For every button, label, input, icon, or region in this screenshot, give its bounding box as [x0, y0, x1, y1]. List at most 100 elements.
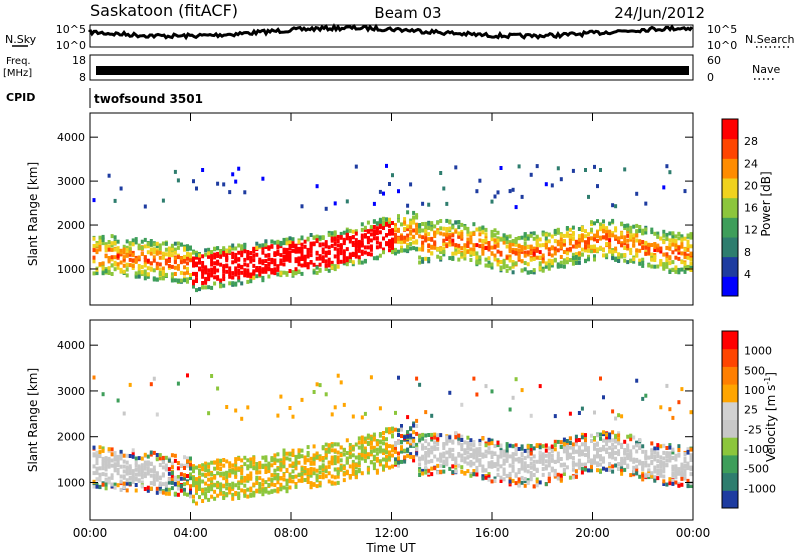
scatter-cell — [388, 242, 391, 247]
scatter-cell — [641, 444, 645, 449]
scatter-cell — [418, 434, 422, 439]
scatter-cell — [255, 266, 259, 270]
scatter-cell — [571, 236, 575, 241]
scatter-cell — [614, 234, 618, 239]
scatter-cell — [176, 478, 180, 483]
scatter-cell — [580, 442, 584, 447]
scatter-cell — [683, 265, 687, 270]
scatter-cell — [391, 429, 394, 434]
scatter-cell — [526, 480, 530, 485]
scatter-cell — [104, 242, 108, 247]
scatter-cell — [155, 277, 159, 282]
scatter-cell — [372, 434, 376, 439]
scatter-cell — [400, 248, 403, 253]
scatter-cell — [671, 464, 675, 469]
scatter-cell — [568, 411, 572, 416]
scatter-cell — [508, 454, 512, 459]
scatter-cell — [454, 458, 458, 463]
scatter-cell — [186, 247, 189, 252]
scatter-cell — [225, 478, 229, 483]
power-colorbar-swatch — [722, 217, 738, 238]
scatter-cell — [258, 485, 262, 490]
scatter-cell — [354, 247, 358, 251]
scatter-cell — [409, 229, 413, 234]
scatter-cell — [529, 465, 533, 470]
scatter-cell — [490, 450, 494, 455]
scatter-cell — [415, 424, 419, 428]
scatter-cell — [382, 435, 385, 440]
scatter-cell — [336, 260, 340, 265]
scatter-cell — [382, 466, 385, 471]
scatter-cell — [614, 463, 618, 468]
scatter-cell — [403, 459, 407, 464]
scatter-cell — [173, 481, 177, 486]
scatter-cell — [116, 458, 120, 463]
scatter-cell — [369, 247, 373, 252]
scatter-cell — [146, 272, 150, 277]
scatter-cell — [231, 281, 235, 286]
scatter-cell — [369, 441, 373, 446]
scatter-cell — [113, 198, 117, 203]
scatter-cell — [448, 390, 452, 395]
scatter-cell — [632, 459, 636, 464]
scatter-cell — [348, 451, 352, 456]
scatter-cell — [463, 440, 467, 445]
scatter-cell — [605, 442, 609, 447]
scatter-cell — [354, 249, 358, 254]
scatter-cell — [110, 263, 114, 268]
scatter-cell — [104, 482, 108, 487]
scatter-cell — [584, 259, 587, 263]
scatter-cell — [327, 443, 331, 448]
power-y-axis-label: Slant Range [km] — [26, 162, 40, 266]
scatter-cell — [562, 258, 566, 263]
scatter-cell — [309, 249, 313, 253]
scatter-cell — [605, 447, 609, 452]
scatter-cell — [523, 237, 527, 242]
scatter-cell — [279, 467, 283, 472]
scatter-cell — [300, 257, 304, 261]
scatter-cell — [155, 457, 159, 462]
scatter-cell — [418, 260, 422, 265]
scatter-cell — [535, 483, 539, 488]
power-colorbar-tick: 16 — [744, 202, 758, 215]
scatter-cell — [276, 264, 280, 269]
scatter-cell — [529, 477, 533, 482]
scatter-cell — [104, 467, 108, 472]
scatter-cell — [330, 474, 334, 479]
scatter-cell — [544, 182, 548, 187]
scatter-cell — [439, 463, 443, 468]
scatter-cell — [210, 285, 214, 290]
scatter-cell — [644, 449, 648, 454]
scatter-cell — [378, 230, 382, 235]
scatter-cell — [406, 440, 410, 445]
scatter-cell — [544, 245, 548, 250]
scatter-cell — [587, 468, 590, 473]
scatter-cell — [475, 189, 479, 194]
scatter-cell — [680, 260, 684, 265]
scatter-cell — [520, 245, 524, 250]
scatter-cell — [460, 447, 464, 452]
scatter-cell — [421, 443, 425, 448]
scatter-cell — [424, 451, 428, 455]
scatter-cell — [216, 261, 220, 266]
scatter-cell — [677, 256, 681, 261]
scatter-cell — [496, 249, 500, 254]
scatter-cell — [680, 234, 684, 239]
scatter-cell — [291, 453, 295, 457]
scatter-cell — [279, 487, 283, 492]
scatter-cell — [571, 461, 575, 466]
scatter-cell — [294, 466, 298, 471]
scatter-cell — [427, 470, 431, 475]
scatter-cell — [183, 473, 186, 478]
scatter-cell — [324, 474, 328, 479]
scatter-cell — [421, 446, 425, 451]
scatter-cell — [186, 474, 189, 478]
scatter-cell — [457, 257, 461, 262]
scatter-cell — [345, 232, 349, 237]
scatter-cell — [345, 451, 349, 455]
scatter-cell — [556, 239, 560, 244]
scatter-cell — [517, 252, 521, 257]
scatter-cell — [234, 246, 238, 251]
scatter-cell — [149, 261, 153, 266]
